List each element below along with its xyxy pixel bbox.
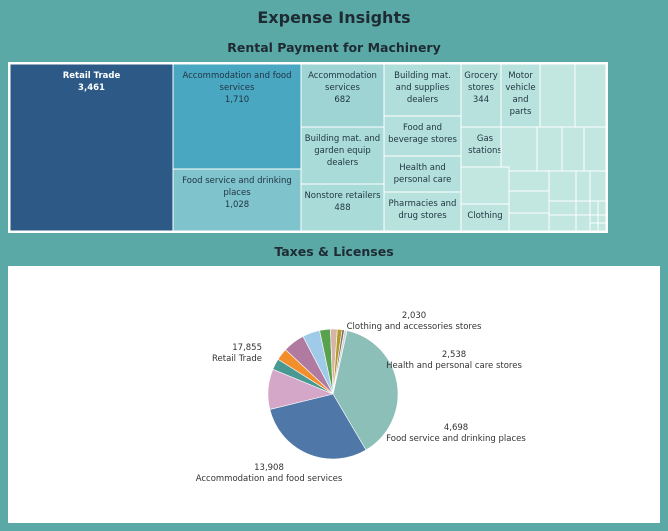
pie-slice-retail-trade[interactable] [332,330,399,451]
treemap-small-cell[interactable] [589,214,599,224]
treemap-panel: Retail Trade 3,461 Accommodation and food s… [8,62,608,233]
treemap-small-cell[interactable] [589,222,599,231]
treemap-cell-label: Food and [403,123,442,133]
pie-label-name: Health and personal care stores [386,361,522,371]
treemap-cell-label: stations [468,146,502,156]
treemap-cell-label: and [513,95,529,105]
treemap-cell-label: beverage stores [388,135,457,145]
treemap-small-cell[interactable] [508,190,550,214]
treemap-cell-label: Accommodation and food [182,71,291,81]
treemap-small-cell[interactable] [597,214,606,224]
treemap-cell-label: garden equip [314,146,370,156]
treemap-cell-grocery-stores[interactable]: Grocery stores 344 [460,64,502,128]
treemap-cell-label: Building mat. [394,71,451,81]
treemap-cell-value: 488 [334,203,350,213]
treemap-cell-label: Clothing [467,211,502,221]
treemap-cell-food-service-and-drinking-places[interactable]: Food service and drinking places 1,028 [172,168,302,231]
treemap-cell-label: Building mat. and [305,134,380,144]
pie-label-value: 4,698 [444,423,468,433]
pie-label-name: Accommodation and food services [196,474,343,484]
treemap-small-cell[interactable] [574,64,606,128]
treemap-small-cell[interactable] [575,214,591,231]
treemap-cell-label: services [325,83,360,93]
treemap-small-cell[interactable] [548,200,577,216]
pie-label-value: 13,908 [254,463,284,473]
treemap-cell-label: places [223,188,251,198]
treemap-cell-motor-vehicle-and-parts[interactable]: Motor vehicle and parts [500,64,541,128]
treemap-small-cell[interactable] [548,214,577,231]
treemap-small-cell[interactable] [589,200,599,216]
pie-label-name: Food service and drinking places [386,434,526,444]
treemap-cell-label: Motor [508,71,533,81]
treemap-small-cell[interactable] [500,126,538,172]
pie-label-name: Retail Trade [212,354,262,364]
treemap-cell-label: dealers [327,158,359,168]
treemap-small-cell[interactable] [460,166,510,205]
treemap-cell-value: 1,028 [225,200,249,210]
treemap-small-cell[interactable] [597,200,606,216]
pie-panel: 17,855 Retail Trade 13,908 Accommodation an… [8,266,660,523]
treemap-cell-pharmacies-and-drug-stores[interactable]: Pharmacies and drug stores [383,191,462,231]
pie-label-name: Clothing and accessories stores [347,322,482,332]
treemap-small-cell[interactable] [575,200,591,216]
treemap-small-cell[interactable] [539,64,576,128]
treemap-cell-label: Food service and drinking [182,176,292,186]
treemap-title: Rental Payment for Machinery [227,40,441,55]
treemap-cell-label: Grocery [464,71,498,81]
dashboard-title: Expense Insights [257,8,411,27]
treemap-cell-label: Retail Trade [63,71,121,81]
pie-label-value: 2,538 [442,350,466,360]
treemap-cell-label: Pharmacies and [389,199,457,209]
treemap-cell-label: Nonstore retailers [304,191,381,201]
treemap-cell-label: Health and [399,163,446,173]
treemap-cell-label: services [220,83,255,93]
treemap-cell-retail-trade[interactable]: Retail Trade 3,461 [10,64,174,231]
treemap-cell-label: dealers [407,95,439,105]
treemap-cell-label: drug stores [398,211,447,221]
treemap-cell-food-and-beverage-stores[interactable]: Food and beverage stores [383,115,462,157]
treemap-cell-label: personal care [394,175,452,185]
treemap-cell-label: vehicle [505,83,535,93]
treemap-cell-value: 3,461 [78,83,105,93]
pie-label-value: 17,855 [232,343,262,353]
treemap-small-cell[interactable] [561,126,585,172]
treemap-small-cell[interactable] [508,212,550,231]
treemap-cell-health-and-personal-care[interactable]: Health and personal care [383,155,462,193]
treemap-cell-label: and supplies [396,83,450,93]
treemap-small-cell[interactable] [548,170,577,202]
treemap-cell-accommodation-services[interactable]: Accommodation services 682 [300,64,385,128]
treemap-cell-label: stores [468,83,494,93]
treemap-small-cell[interactable] [589,170,606,202]
treemap-cell-nonstore-retailers[interactable]: Nonstore retailers 488 [300,183,385,231]
pie-label-value: 2,030 [402,311,426,321]
pie-slice-accommodation-and-food-services[interactable] [269,393,367,460]
treemap-small-cell[interactable] [575,170,591,202]
treemap-cell-value: 682 [334,95,350,105]
treemap-small-cell[interactable] [597,222,606,231]
treemap-small-cell[interactable] [508,170,550,192]
treemap-cell-building-mat-and-garden-equip-dealers[interactable]: Building mat. and garden equip dealers [300,126,385,185]
treemap-cell-clothing[interactable]: Clothing [460,203,510,231]
treemap-cell-label: parts [510,107,532,117]
treemap-small-cell[interactable] [536,126,563,172]
treemap-chart: Retail Trade 3,461 Accommodation and food s… [10,64,606,231]
treemap-small-cell[interactable] [583,126,606,172]
treemap-cell-value: 344 [473,95,489,105]
pie-slice-slice-11[interactable] [332,329,348,395]
pie-title: Taxes & Licenses [274,244,394,259]
treemap-cell-label: Gas [477,134,494,144]
treemap-cell-label: Accommodation [308,71,377,81]
treemap-cell-value: 1,710 [225,95,249,105]
treemap-cell-building-mat-and-supplies-dealers[interactable]: Building mat. and supplies dealers [383,64,462,117]
treemap-cell-accommodation-and-food-services[interactable]: Accommodation and food services 1,710 [172,64,302,170]
